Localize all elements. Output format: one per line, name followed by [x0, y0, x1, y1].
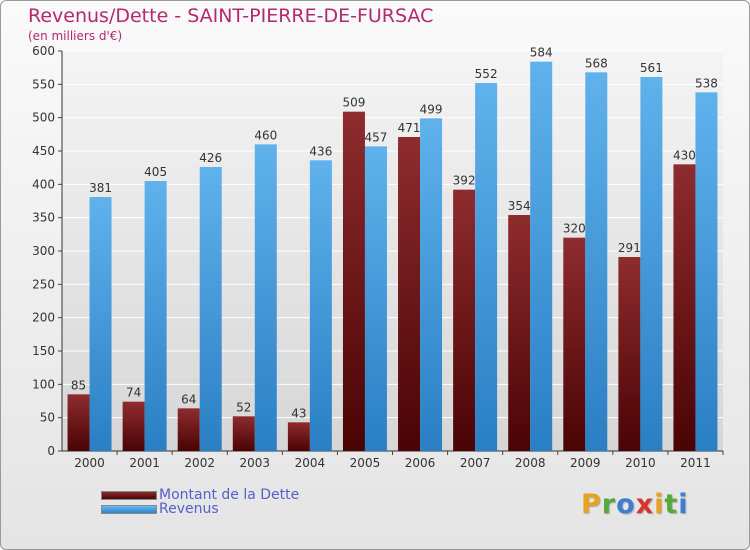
y-tick-label: 50 [40, 411, 55, 425]
x-tick-label: 2009 [570, 456, 601, 470]
bar [342, 111, 365, 452]
bar [618, 257, 641, 451]
y-tick-label: 0 [47, 444, 55, 458]
x-tick-label: 2007 [460, 456, 491, 470]
x-tick-label: 2006 [405, 456, 436, 470]
logo-letter: i [654, 489, 665, 520]
bar-value-label: 354 [508, 199, 531, 213]
y-tick-label: 400 [32, 177, 55, 191]
bar-value-label: 538 [695, 76, 718, 90]
x-tick-label: 2000 [74, 456, 105, 470]
bar-value-label: 85 [71, 378, 86, 392]
bar-value-label: 436 [309, 144, 332, 158]
bar [695, 92, 718, 451]
bar-value-label: 381 [89, 181, 112, 195]
x-tick-label: 2011 [680, 456, 711, 470]
bar [398, 137, 421, 451]
x-tick-label: 2001 [129, 456, 160, 470]
bar-value-label: 43 [291, 406, 306, 420]
bar [563, 237, 586, 451]
legend-swatch-dette [101, 490, 157, 500]
logo-letter: P [581, 489, 602, 520]
bar-value-label: 64 [181, 392, 196, 406]
legend-item-dette: Montant de la Dette [101, 487, 299, 503]
bar-value-label: 471 [398, 121, 421, 135]
bar [232, 416, 255, 451]
bar [287, 422, 310, 451]
bar [254, 144, 277, 452]
legend-label-dette: Montant de la Dette [159, 487, 300, 503]
bar-value-label: 426 [199, 151, 222, 165]
y-tick-label: 500 [32, 111, 55, 125]
bar-value-label: 405 [144, 165, 167, 179]
bar-value-label: 509 [343, 96, 366, 110]
legend-swatch-revenus [101, 504, 157, 514]
bar [420, 118, 443, 451]
y-tick-label: 600 [32, 44, 55, 58]
bar-value-label: 74 [126, 386, 141, 400]
bar-value-label: 552 [475, 67, 498, 81]
bar-value-label: 457 [365, 130, 388, 144]
logo-letter: o [616, 489, 636, 520]
bar [309, 160, 332, 452]
bar-value-label: 291 [618, 241, 641, 255]
x-tick-label: 2008 [515, 456, 546, 470]
bar [122, 401, 145, 451]
y-tick-label: 550 [32, 77, 55, 91]
logo-letter: x [635, 489, 655, 520]
bar [364, 146, 387, 452]
bar [640, 77, 663, 451]
chart-subtitle: (en milliers d'€) [28, 29, 123, 43]
x-tick-label: 2002 [184, 456, 215, 470]
bar [475, 83, 498, 451]
logo-letter: t [664, 489, 679, 520]
bar [673, 164, 696, 452]
proxiti-logo: Proxiti [581, 489, 689, 520]
chart-title: Revenus/Dette - SAINT-PIERRE-DE-FURSAC [28, 5, 434, 27]
y-tick-label: 150 [32, 344, 55, 358]
bar [453, 189, 476, 451]
legend-label-revenus: Revenus [159, 501, 219, 517]
bar-value-label: 320 [563, 222, 586, 236]
bar [89, 197, 112, 451]
bar-value-label: 392 [453, 174, 476, 188]
y-tick-label: 300 [32, 244, 55, 258]
x-tick-label: 2010 [625, 456, 656, 470]
bar [144, 181, 167, 451]
bar-value-label: 460 [254, 128, 277, 142]
bar [508, 215, 531, 451]
bar-value-label: 584 [530, 46, 553, 60]
y-tick-label: 250 [32, 277, 55, 291]
y-tick-label: 200 [32, 311, 55, 325]
bar-value-label: 52 [236, 400, 251, 414]
x-tick-label: 2005 [350, 456, 381, 470]
bar-value-label: 499 [420, 102, 443, 116]
y-tick-label: 100 [32, 377, 55, 391]
logo-letter: i [678, 489, 689, 520]
bar [67, 394, 90, 451]
logo-letter: r [601, 489, 617, 520]
x-tick-label: 2003 [240, 456, 271, 470]
y-tick-label: 350 [32, 211, 55, 225]
y-tick-label: 450 [32, 144, 55, 158]
bar-value-label: 430 [673, 148, 696, 162]
bar [585, 72, 608, 451]
bar-value-label: 568 [585, 56, 608, 70]
bar [530, 61, 553, 452]
bar [177, 408, 200, 451]
legend-item-revenus: Revenus [101, 501, 219, 517]
x-tick-label: 2004 [295, 456, 326, 470]
bar [199, 167, 222, 451]
bar-value-label: 561 [640, 61, 663, 75]
